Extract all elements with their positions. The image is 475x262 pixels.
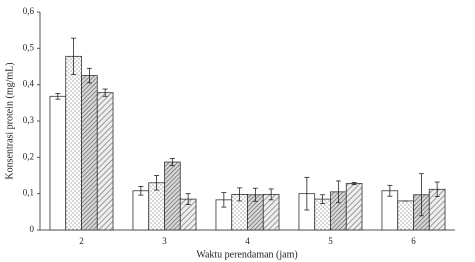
x-tick-label: 2 — [79, 236, 84, 246]
y-tick-label: 0,1 — [23, 188, 34, 198]
bar — [397, 200, 414, 231]
y-tick-label: 0,3 — [23, 115, 35, 125]
bar — [96, 92, 114, 231]
x-axis-label: Waktu perendaman (jam) — [196, 249, 297, 260]
bar — [132, 190, 150, 231]
bar — [164, 161, 181, 231]
y-tick-label: 0,2 — [23, 151, 34, 161]
y-tick-label: 0,5 — [23, 42, 35, 52]
bar — [381, 190, 399, 231]
x-tick-label: 4 — [245, 236, 250, 246]
x-tick-label: 3 — [162, 236, 167, 246]
x-tick-label: 5 — [328, 236, 333, 246]
bar — [65, 55, 82, 231]
bar — [81, 75, 98, 231]
y-axis-label: Konsentrasi protein (mg/mL) — [4, 62, 15, 179]
bar — [49, 95, 67, 231]
bar — [345, 183, 363, 231]
y-tick-label: 0,4 — [23, 79, 35, 89]
y-tick-label: 0,6 — [23, 6, 35, 16]
y-tick-label: 0 — [30, 224, 35, 234]
x-tick-label: 6 — [411, 236, 416, 246]
